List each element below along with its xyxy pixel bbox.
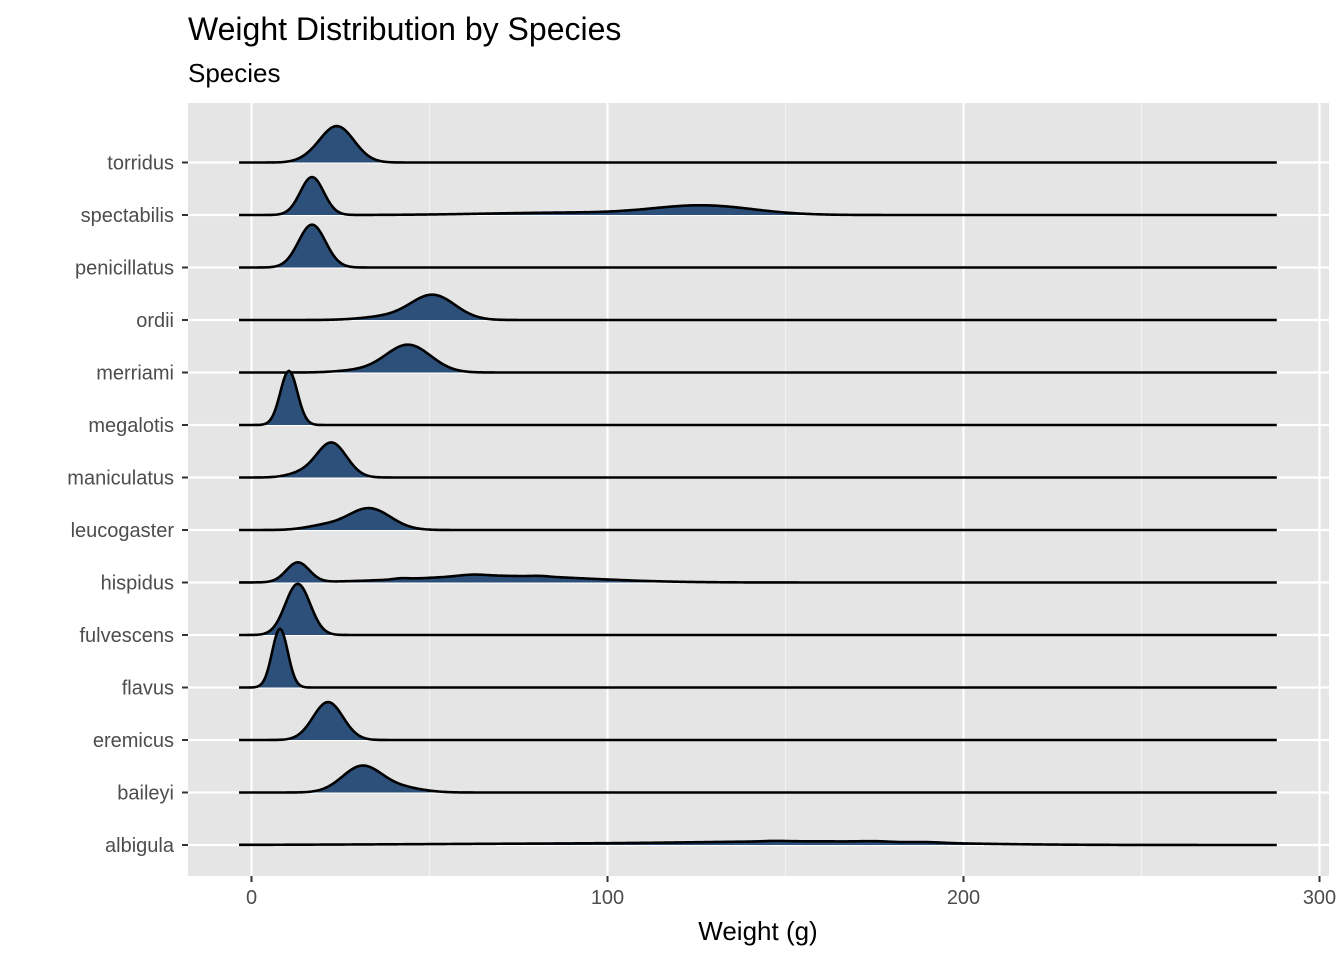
y-tick-label: fulvescens (80, 625, 175, 647)
x-axis: 0 100 200 300 (246, 876, 1336, 909)
ridge-outline (239, 506, 1277, 532)
y-tick-label: leucogaster (71, 520, 175, 542)
ridge-outline (239, 343, 1277, 374)
x-tick-label: 200 (947, 887, 980, 909)
ridge-leucogaster (239, 506, 1277, 532)
plot-panel (188, 103, 1329, 876)
ridge-outline (239, 293, 1277, 322)
ridge-outline (239, 582, 1277, 637)
x-tick-label: 300 (1303, 887, 1336, 909)
ridges (239, 124, 1277, 847)
ridge-outline (239, 700, 1277, 742)
ridge-ordii (239, 293, 1277, 322)
ridge-outline (239, 627, 1277, 689)
ridge-outline (239, 124, 1277, 164)
y-tick-label: baileyi (117, 783, 174, 805)
ridge-maniculatus (239, 441, 1277, 479)
y-tick-label: torridus (107, 153, 174, 175)
ridge-torridus (239, 124, 1277, 164)
y-tick-label: albigula (105, 835, 175, 857)
x-axis-label: Weight (g) (698, 916, 817, 946)
ridge-albigula (239, 839, 1277, 847)
ridge-outline (239, 369, 1277, 427)
ridge-outline (239, 223, 1277, 269)
y-axis: torridus spectabilis penicillatus ordii merr… (67, 153, 188, 857)
x-tick-label: 0 (246, 887, 257, 909)
y-tick-label: maniculatus (67, 468, 174, 490)
ridge-flavus (239, 627, 1277, 689)
ridge-outline (239, 561, 1277, 584)
y-tick-label: flavus (122, 678, 174, 700)
chart-title: Weight Distribution by Species (188, 11, 621, 47)
ridge-hispidus (239, 561, 1277, 584)
ridge-outline (239, 839, 1277, 847)
y-tick-label: merriami (96, 363, 174, 385)
ridge-outline (239, 441, 1277, 479)
y-tick-label: megalotis (88, 415, 174, 437)
ridge-fill (239, 702, 1277, 740)
ridge-fill (239, 508, 1277, 530)
ridge-baileyi (239, 764, 1277, 794)
ridge-fill (239, 562, 1277, 583)
y-tick-label: ordii (136, 310, 174, 332)
ridge-eremicus (239, 700, 1277, 742)
y-tick-label: spectabilis (81, 205, 174, 227)
ridge-fill (239, 765, 1277, 793)
ridge-fill (239, 294, 1277, 320)
ridge-outline (239, 764, 1277, 794)
y-tick-label: eremicus (93, 730, 174, 752)
chart-subtitle: Species (188, 58, 281, 88)
x-tick-label: 100 (591, 887, 624, 909)
ridge-penicillatus (239, 223, 1277, 269)
ridge-fill (239, 442, 1277, 478)
ridge-outline (239, 175, 1277, 217)
ridge-spectabilis (239, 175, 1277, 217)
ridge-merriami (239, 343, 1277, 374)
y-tick-label: hispidus (101, 573, 174, 595)
ridge-fulvescens (239, 582, 1277, 637)
ridge-megalotis (239, 369, 1277, 427)
y-tick-label: penicillatus (75, 258, 174, 280)
